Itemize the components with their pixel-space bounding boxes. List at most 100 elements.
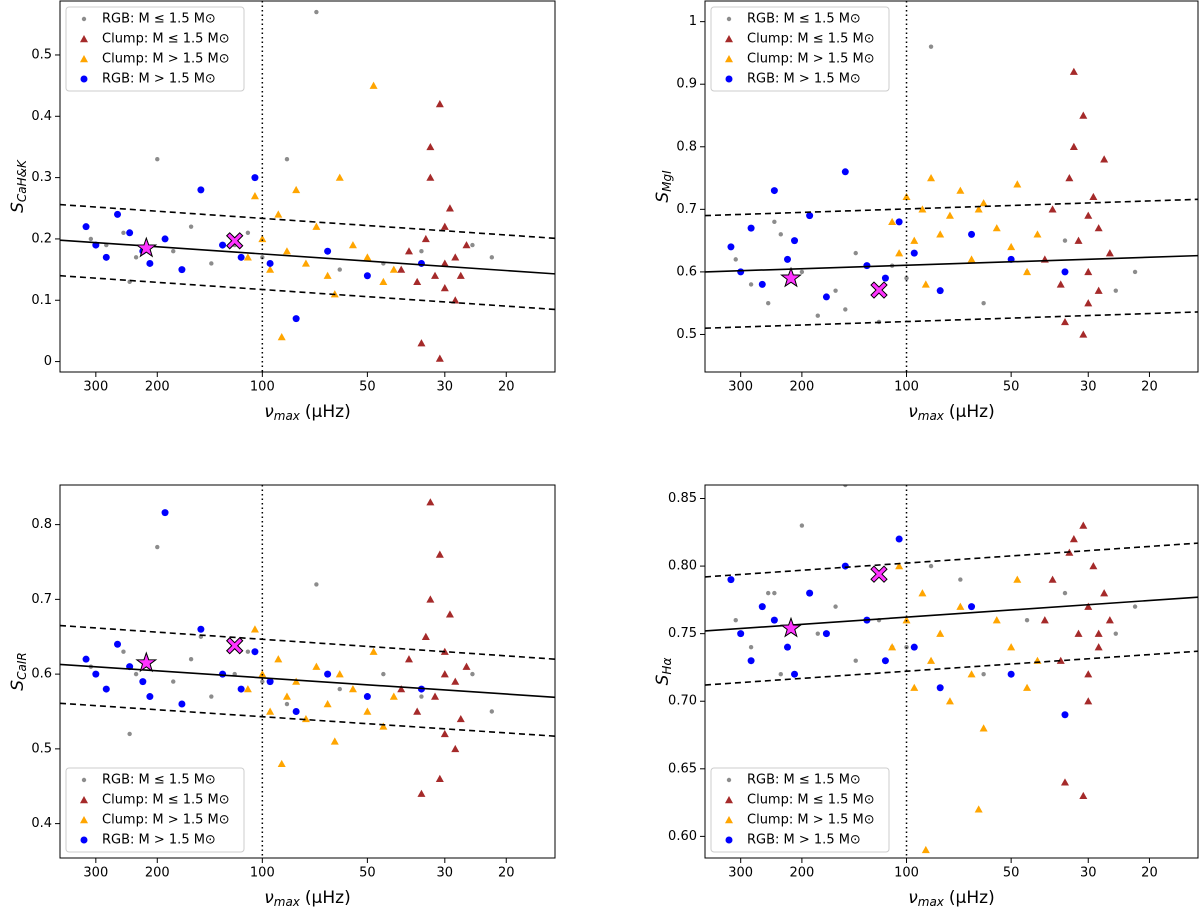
legend-swatch — [80, 796, 88, 804]
panel: 300 200 100 50 30 20 0.60 0.65 0.70 0.75 0.80 0.85 ν… — [653, 467, 1199, 909]
point — [171, 679, 176, 684]
point — [968, 230, 976, 238]
x-label-sub: max — [274, 409, 301, 423]
point — [417, 259, 425, 267]
point — [243, 685, 252, 693]
point — [815, 631, 820, 636]
plot-frame — [704, 0, 1199, 373]
point — [155, 544, 160, 550]
legend: RGB: M ≤ 1.5 M⊙ Clump: M ≤ 1.5 M⊙ Clump: M… — [710, 6, 890, 92]
legend-swatch — [725, 836, 733, 844]
point — [1094, 224, 1103, 232]
plot-area — [705, 1, 1198, 372]
point — [910, 236, 919, 244]
point — [841, 168, 849, 176]
point — [435, 550, 444, 558]
point — [918, 589, 927, 597]
point — [733, 257, 738, 262]
y-tick-label: 0.7 — [31, 592, 52, 607]
x-tick-label: 200 — [789, 380, 814, 395]
point — [936, 230, 945, 238]
plot-area — [60, 485, 555, 858]
point — [1048, 575, 1057, 583]
point — [335, 173, 344, 181]
point — [260, 679, 265, 684]
point — [369, 81, 378, 89]
point — [927, 174, 936, 182]
point — [197, 625, 205, 633]
point — [363, 707, 372, 715]
point — [127, 731, 132, 737]
point — [102, 685, 110, 693]
point — [435, 354, 444, 362]
point — [258, 234, 267, 243]
point — [284, 157, 290, 162]
point — [178, 266, 186, 274]
point — [945, 211, 954, 219]
point — [171, 248, 176, 254]
point — [1007, 242, 1016, 251]
point — [292, 677, 301, 685]
point — [1100, 589, 1109, 597]
point — [1070, 467, 1078, 474]
point — [748, 644, 754, 650]
point — [1084, 267, 1093, 276]
point — [822, 293, 830, 301]
point — [1079, 791, 1088, 800]
point — [902, 192, 911, 201]
highlight-marker — [870, 565, 888, 583]
y-tick-label: 0.7 — [676, 202, 697, 217]
point — [843, 485, 848, 488]
x-label-symbol: ν — [908, 888, 918, 908]
legend-box — [65, 6, 245, 92]
point — [1060, 778, 1069, 786]
y-label-symbol: S — [653, 192, 673, 203]
y-tick-label: 0.85 — [668, 491, 697, 506]
point — [1094, 286, 1103, 294]
legend-swatch — [80, 75, 88, 83]
legend-swatch — [80, 35, 88, 43]
legend-label: RGB: M > 1.5 M⊙ — [747, 833, 861, 848]
point — [992, 224, 1001, 232]
point — [945, 697, 954, 705]
point — [895, 562, 904, 570]
point — [1069, 535, 1078, 543]
point — [451, 677, 460, 685]
point — [363, 693, 371, 701]
point — [1084, 670, 1093, 678]
legend-swatch — [80, 55, 88, 63]
point — [967, 255, 976, 263]
point — [992, 616, 1001, 624]
point — [237, 685, 245, 693]
point — [451, 744, 460, 753]
point — [979, 199, 988, 207]
point — [440, 259, 449, 267]
point — [967, 670, 976, 678]
point — [451, 253, 460, 261]
y-label-sub: Hα — [660, 658, 674, 675]
point — [440, 222, 449, 230]
x-tick-label: 100 — [894, 380, 919, 395]
point — [747, 224, 755, 232]
point — [379, 277, 388, 286]
point — [1056, 280, 1065, 288]
point — [462, 662, 471, 670]
point — [1023, 683, 1032, 691]
point — [419, 694, 424, 699]
point — [188, 656, 194, 662]
legend-label: Clump: M ≤ 1.5 M⊙ — [102, 793, 230, 808]
legend-swatch — [80, 816, 88, 824]
legend-box — [710, 6, 890, 92]
point — [956, 186, 965, 194]
upper-line — [60, 624, 555, 660]
point — [1007, 643, 1016, 651]
legend-label: RGB: M > 1.5 M⊙ — [102, 833, 216, 848]
point — [1079, 521, 1088, 529]
plot-frame — [59, 484, 556, 859]
legend-label: RGB: M ≤ 1.5 M⊙ — [102, 773, 216, 788]
fit-line — [705, 596, 1198, 632]
y-label-symbol: S — [653, 674, 673, 685]
point — [895, 249, 904, 257]
point — [440, 670, 449, 678]
